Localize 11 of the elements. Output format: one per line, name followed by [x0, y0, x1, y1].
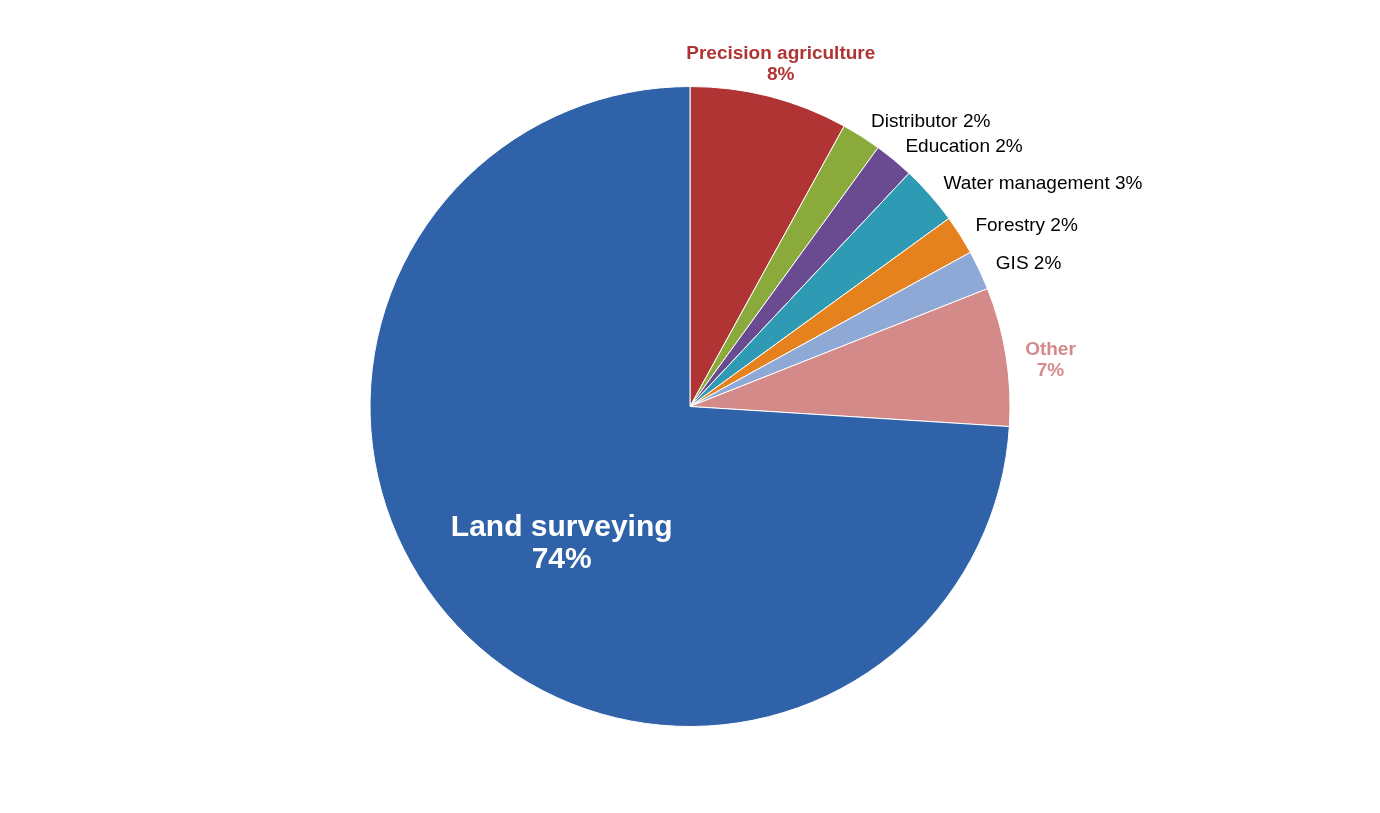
data-label: 74% — [531, 540, 592, 574]
slice-label: GIS 2% — [995, 251, 1062, 273]
slice-label: Water management 3% — [943, 171, 1143, 193]
slice-label: Education 2% — [905, 135, 1023, 157]
data-label: 8% — [767, 62, 795, 84]
data-label: 7% — [1036, 359, 1065, 381]
slice-label: Distributor 2% — [871, 110, 991, 132]
slice-label: Other — [1025, 338, 1077, 360]
slice-label: Precision agriculture — [686, 41, 876, 63]
slice-label: Land surveying — [450, 508, 673, 542]
slice-label: Forestry 2% — [975, 214, 1078, 236]
